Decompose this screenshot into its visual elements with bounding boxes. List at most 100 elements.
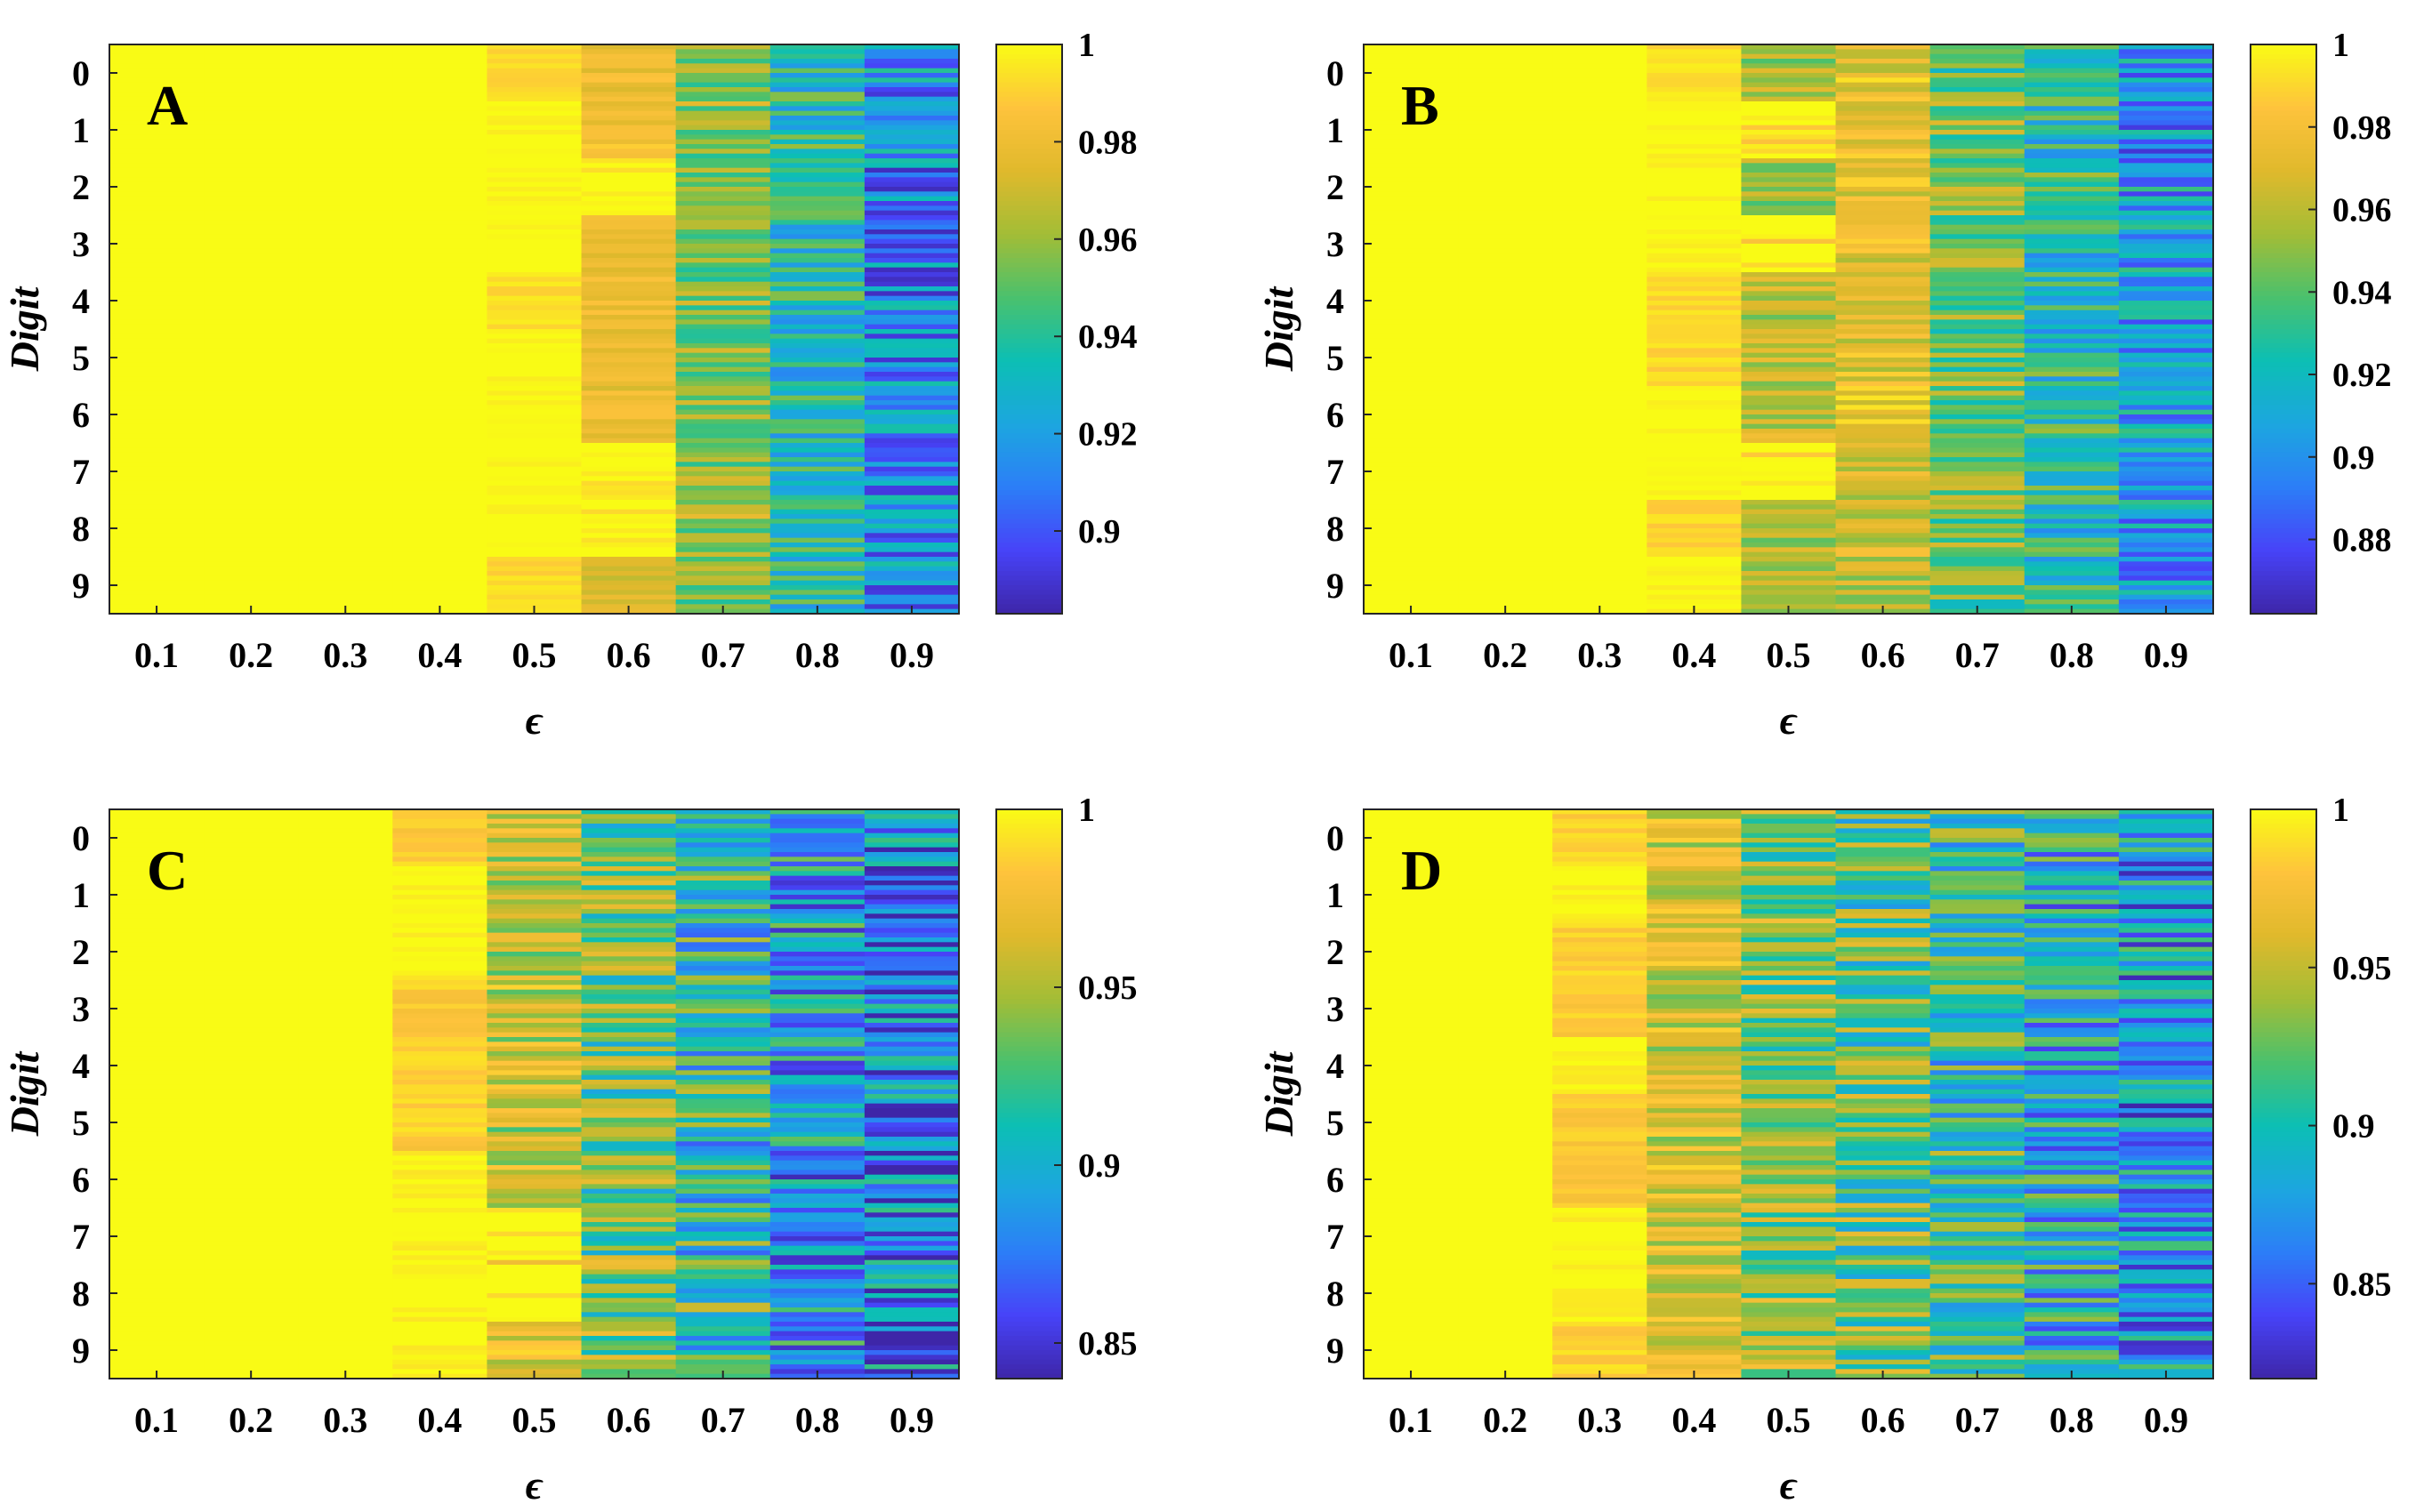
heatmap-stripe <box>1835 414 1931 420</box>
heatmap-stripe <box>487 832 583 839</box>
heatmap-stripe <box>2024 433 2120 439</box>
colorbar-segment <box>996 937 1062 943</box>
heatmap-stripe <box>1647 177 1743 183</box>
heatmap-stripe <box>1835 116 1931 121</box>
colorbar-segment <box>996 134 1062 141</box>
heatmap-cell <box>204 101 299 159</box>
heatmap-stripe <box>204 1141 299 1147</box>
heatmap-stripe <box>298 985 393 991</box>
heatmap-stripe <box>1364 1056 1459 1062</box>
heatmap-cell <box>864 215 960 273</box>
heatmap-stripe <box>581 509 677 515</box>
heatmap-stripe <box>769 551 866 558</box>
heatmap-stripe <box>581 281 677 287</box>
heatmap-stripe <box>2118 144 2214 149</box>
heatmap-stripe <box>1552 1251 1647 1256</box>
heatmap-stripe <box>1458 348 1553 354</box>
heatmap-stripe <box>487 1165 583 1170</box>
heatmap-stripe <box>1458 1066 1553 1071</box>
heatmap-stripe <box>487 852 583 857</box>
heatmap-stripe <box>1929 1084 2025 1090</box>
heatmap-stripe <box>298 1122 393 1128</box>
heatmap-stripe <box>392 975 488 981</box>
heatmap-stripe <box>675 528 771 534</box>
heatmap-stripe <box>1458 44 1553 50</box>
heatmap-stripe <box>1647 814 1743 820</box>
heatmap-cell <box>1835 1208 1931 1266</box>
colorbar-segment <box>2251 77 2316 84</box>
heatmap-stripe <box>675 196 771 202</box>
heatmap-cell <box>298 158 393 216</box>
colorbar-segment <box>2251 258 2316 263</box>
heatmap-stripe <box>1552 68 1647 74</box>
colorbar-segment <box>2251 495 2316 501</box>
heatmap-stripe <box>392 471 488 477</box>
heatmap-stripe <box>1835 305 1931 311</box>
heatmap-stripe <box>864 814 960 820</box>
colorbar-segment <box>2251 44 2316 50</box>
heatmap-stripe <box>298 376 393 382</box>
heatmap-stripe <box>204 452 299 458</box>
heatmap-stripe <box>298 585 393 591</box>
heatmap-stripe <box>2024 899 2120 905</box>
heatmap-stripe <box>1364 1098 1459 1105</box>
heatmap-stripe <box>1458 1060 1553 1066</box>
heatmap-stripe <box>581 53 677 60</box>
heatmap-stripe <box>109 1198 205 1204</box>
colorbar-segment <box>996 994 1062 1000</box>
heatmap-stripe <box>392 324 488 330</box>
heatmap-stripe <box>2024 599 2120 605</box>
heatmap-stripe <box>1458 942 1553 948</box>
heatmap-stripe <box>1458 1117 1553 1123</box>
heatmap-stripe <box>1741 514 1837 519</box>
heatmap-stripe <box>1647 594 1743 600</box>
heatmap-stripe <box>581 96 677 102</box>
heatmap-stripe <box>675 1094 771 1099</box>
heatmap-cell <box>1835 557 1931 615</box>
heatmap-cell <box>392 272 488 330</box>
heatmap-stripe <box>109 96 205 102</box>
heatmap-stripe <box>1364 409 1459 415</box>
heatmap-stripe <box>298 462 393 468</box>
colorbar-segment <box>996 1293 1062 1299</box>
heatmap-stripe <box>581 956 677 962</box>
heatmap-cells <box>109 809 960 1379</box>
heatmap-cell <box>109 443 205 501</box>
heatmap-stripe <box>392 1251 488 1256</box>
x-tick-label: 0.6 <box>607 635 651 675</box>
heatmap-stripe <box>1458 514 1553 519</box>
heatmap-stripe <box>1364 1274 1459 1280</box>
heatmap-stripe <box>1741 985 1837 991</box>
heatmap-stripe <box>1835 205 1931 212</box>
heatmap-stripe <box>864 994 960 1000</box>
heatmap-stripe <box>1364 153 1459 159</box>
heatmap-stripe <box>392 1345 488 1351</box>
heatmap-stripe <box>1552 537 1647 543</box>
heatmap-stripe <box>392 362 488 368</box>
heatmap-stripe <box>2118 130 2214 135</box>
heatmap-stripe <box>1929 352 2025 358</box>
heatmap-stripe <box>1364 210 1459 216</box>
heatmap-stripe <box>1647 466 1743 472</box>
heatmap-stripe <box>769 319 866 326</box>
heatmap-stripe <box>864 533 960 539</box>
colorbar-segment <box>2251 594 2316 600</box>
heatmap-stripe <box>864 1322 960 1327</box>
heatmap-stripe <box>581 447 677 454</box>
heatmap-stripe <box>581 1198 677 1204</box>
heatmap-stripe <box>1835 106 1931 112</box>
heatmap-stripe <box>864 970 960 977</box>
heatmap-stripe <box>1458 210 1553 216</box>
heatmap-stripe <box>2118 49 2214 55</box>
heatmap-stripe <box>675 1103 771 1109</box>
heatmap-stripe <box>2024 1174 2120 1180</box>
heatmap-stripe <box>1458 329 1553 334</box>
heatmap-stripe <box>581 599 677 605</box>
heatmap-stripe <box>298 49 393 55</box>
heatmap-stripe <box>2024 1198 2120 1204</box>
heatmap-stripe <box>109 1009 205 1014</box>
heatmap-stripe <box>1835 438 1931 444</box>
heatmap-stripe <box>769 1345 866 1351</box>
colorbar-segment <box>996 139 1062 145</box>
heatmap-stripe <box>109 68 205 74</box>
